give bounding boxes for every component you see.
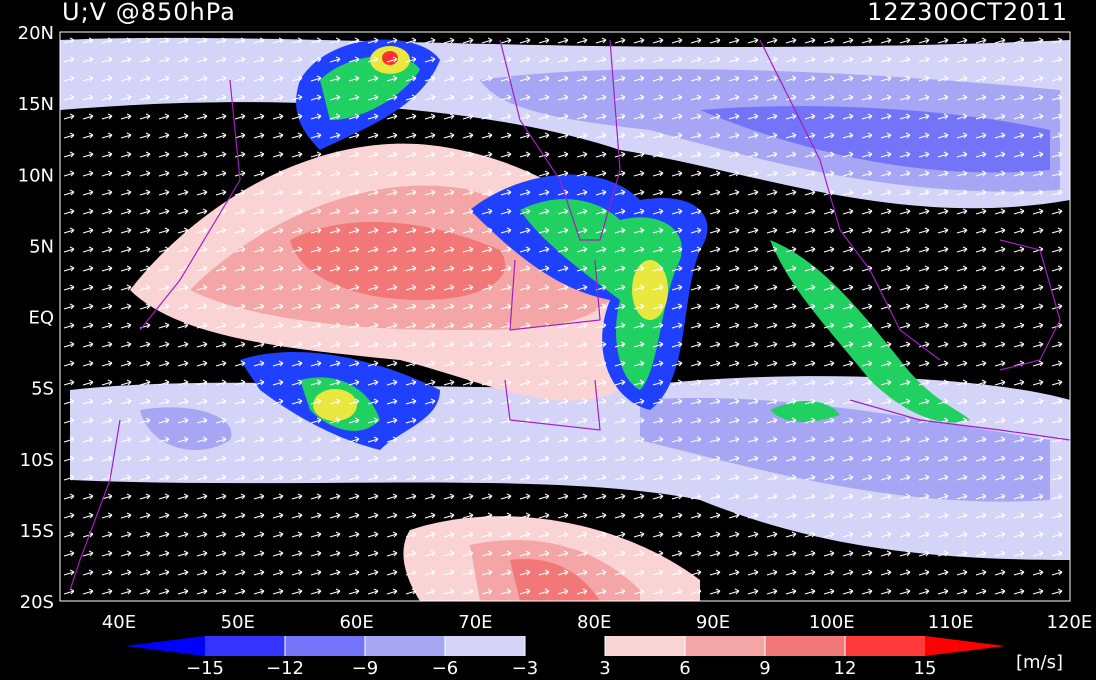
- coastline: [849, 399, 1070, 441]
- axis-labels: 20N 15N 10N 5N EQ 5S 10S 15S 20S 40E 50E 60E 70E 80E 9…: [18, 23, 1093, 633]
- colorbar-label: 9: [759, 658, 770, 679]
- colorbar-segment: [765, 636, 845, 656]
- coastline: [504, 379, 601, 431]
- lon-label: 90E: [696, 612, 730, 633]
- colorbar-segment: [605, 636, 685, 656]
- colorbar-label: 3: [599, 658, 610, 679]
- colorbar-label: −15: [186, 658, 224, 679]
- lon-label: 100E: [809, 612, 855, 633]
- lon-label: 40E: [102, 612, 136, 633]
- lon-label: 120E: [1047, 612, 1093, 633]
- lat-label: 5S: [31, 379, 54, 400]
- lat-label: 10N: [18, 165, 54, 186]
- lat-label: 20N: [18, 23, 54, 44]
- lon-label: 60E: [339, 612, 373, 633]
- coastline: [139, 79, 241, 331]
- colorbar-segment: [685, 636, 765, 656]
- colorbar-label: −6: [432, 658, 459, 679]
- colorbar-segment: [285, 636, 365, 656]
- lat-label: 10S: [20, 450, 54, 471]
- colorbar-label: −3: [512, 658, 539, 679]
- coastline: [499, 39, 621, 241]
- lat-label: EQ: [28, 308, 54, 329]
- lat-label: 20S: [20, 592, 54, 613]
- lat-label: 15N: [18, 94, 54, 115]
- map-title: U;V @850hPa: [62, 0, 236, 26]
- colorbar-unit: [m/s]: [1016, 652, 1063, 673]
- coastline: [69, 419, 121, 591]
- colorbar-segment: [445, 636, 525, 656]
- colorbar-arrow: [125, 636, 205, 656]
- colorbar-segment: [205, 636, 285, 656]
- colorbar-label: 15: [914, 658, 937, 679]
- coastlines: [69, 39, 1070, 591]
- coastline: [509, 259, 601, 331]
- colorbar-segment: [525, 636, 605, 656]
- lat-label: 15S: [20, 521, 54, 542]
- wind-vectors: [60, 32, 1070, 601]
- lon-label: 50E: [221, 612, 255, 633]
- lon-label: 70E: [458, 612, 492, 633]
- map-date: 12Z30OCT2011: [867, 0, 1068, 26]
- coastline: [759, 39, 941, 361]
- coastline: [999, 239, 1061, 371]
- colorbar-label: 6: [679, 658, 690, 679]
- plot-area: [60, 32, 1070, 601]
- lon-label: 80E: [577, 612, 611, 633]
- plot-frame: [59, 31, 1071, 602]
- colorbar-segment: [845, 636, 925, 656]
- colorbar-label: −12: [266, 658, 304, 679]
- lat-label: 5N: [29, 236, 54, 257]
- colorbar: −15 −12 −9 −6 −3 3 6 9 12 15 [m/s]: [125, 636, 1063, 679]
- colorbar-label: 12: [834, 658, 857, 679]
- lon-label: 110E: [928, 612, 974, 633]
- colorbar-arrow: [925, 636, 1005, 656]
- colorbar-label: −9: [352, 658, 379, 679]
- colorbar-segment: [365, 636, 445, 656]
